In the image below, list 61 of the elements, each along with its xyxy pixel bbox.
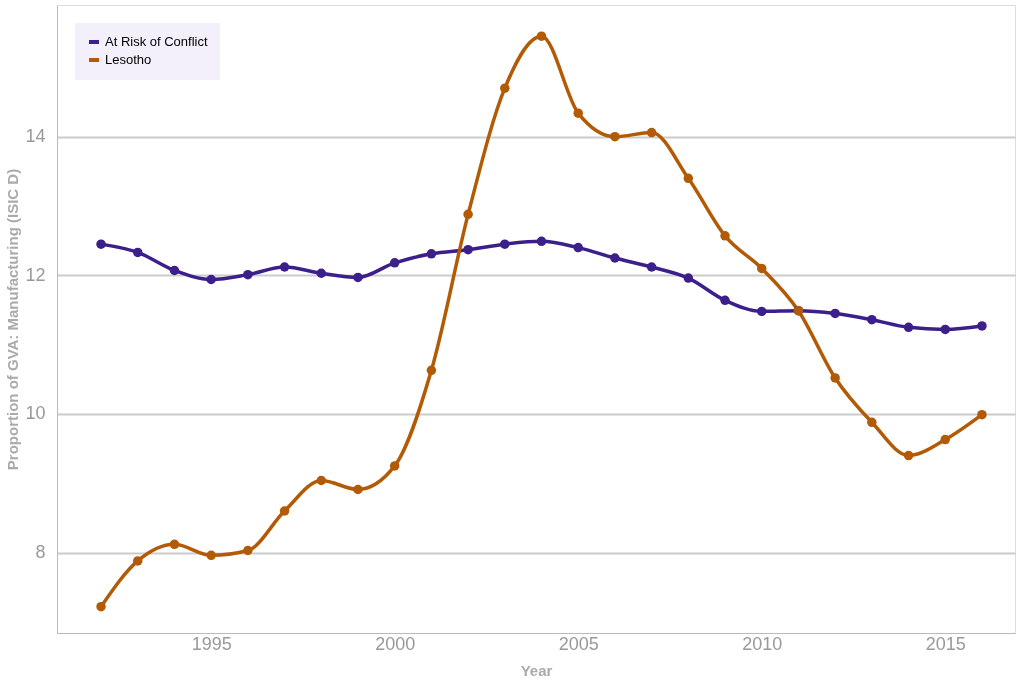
point [536, 31, 547, 41]
point [133, 556, 143, 566]
point [683, 273, 694, 283]
point [940, 324, 950, 335]
point [977, 409, 987, 420]
legend-label: Lesotho [105, 52, 152, 67]
point [243, 269, 253, 280]
point [389, 461, 400, 471]
point [133, 247, 143, 258]
point [683, 173, 694, 184]
point [389, 258, 400, 268]
point [500, 83, 510, 93]
x-tick-label: 2015 [925, 633, 966, 654]
point [977, 321, 987, 331]
point [830, 373, 840, 383]
x-tick-label: 2000 [375, 633, 416, 654]
point [830, 308, 840, 319]
point [169, 265, 180, 276]
point [206, 550, 216, 561]
x-axis-title: Year [520, 661, 553, 679]
point [610, 253, 620, 263]
point [573, 108, 583, 118]
y-tick-label: 10 [25, 403, 46, 424]
point [903, 450, 914, 461]
point [903, 322, 914, 333]
point [573, 242, 583, 253]
point [940, 434, 950, 445]
point [867, 417, 877, 428]
point [96, 601, 106, 612]
y-tick-label: 12 [25, 264, 46, 285]
point [720, 295, 730, 306]
point [169, 539, 180, 550]
y-tick-label: 8 [35, 542, 46, 563]
point [867, 314, 877, 325]
point [316, 475, 327, 486]
point [243, 545, 253, 556]
point [426, 249, 437, 259]
point [353, 484, 363, 495]
point [536, 236, 547, 247]
point [353, 272, 363, 283]
y-tick-label: 14 [25, 126, 46, 147]
legend-label: At Risk of Conflict [105, 34, 208, 49]
point [500, 239, 510, 249]
y-axis-title: Proportion of GVA: Manufacturing (ISIC D) [4, 168, 22, 471]
point [316, 268, 327, 278]
point [96, 239, 106, 249]
point [720, 231, 730, 241]
point [426, 365, 437, 376]
point [610, 131, 620, 142]
point [279, 506, 290, 516]
point [756, 306, 767, 317]
point [646, 127, 657, 138]
x-tick-label: 2010 [742, 633, 783, 654]
point [463, 244, 473, 255]
point [279, 262, 290, 272]
point [756, 263, 767, 274]
x-tick-label: 1995 [191, 633, 232, 654]
x-tick-label: 2005 [558, 633, 599, 654]
point [206, 274, 216, 285]
point [463, 209, 473, 220]
point [646, 262, 657, 272]
